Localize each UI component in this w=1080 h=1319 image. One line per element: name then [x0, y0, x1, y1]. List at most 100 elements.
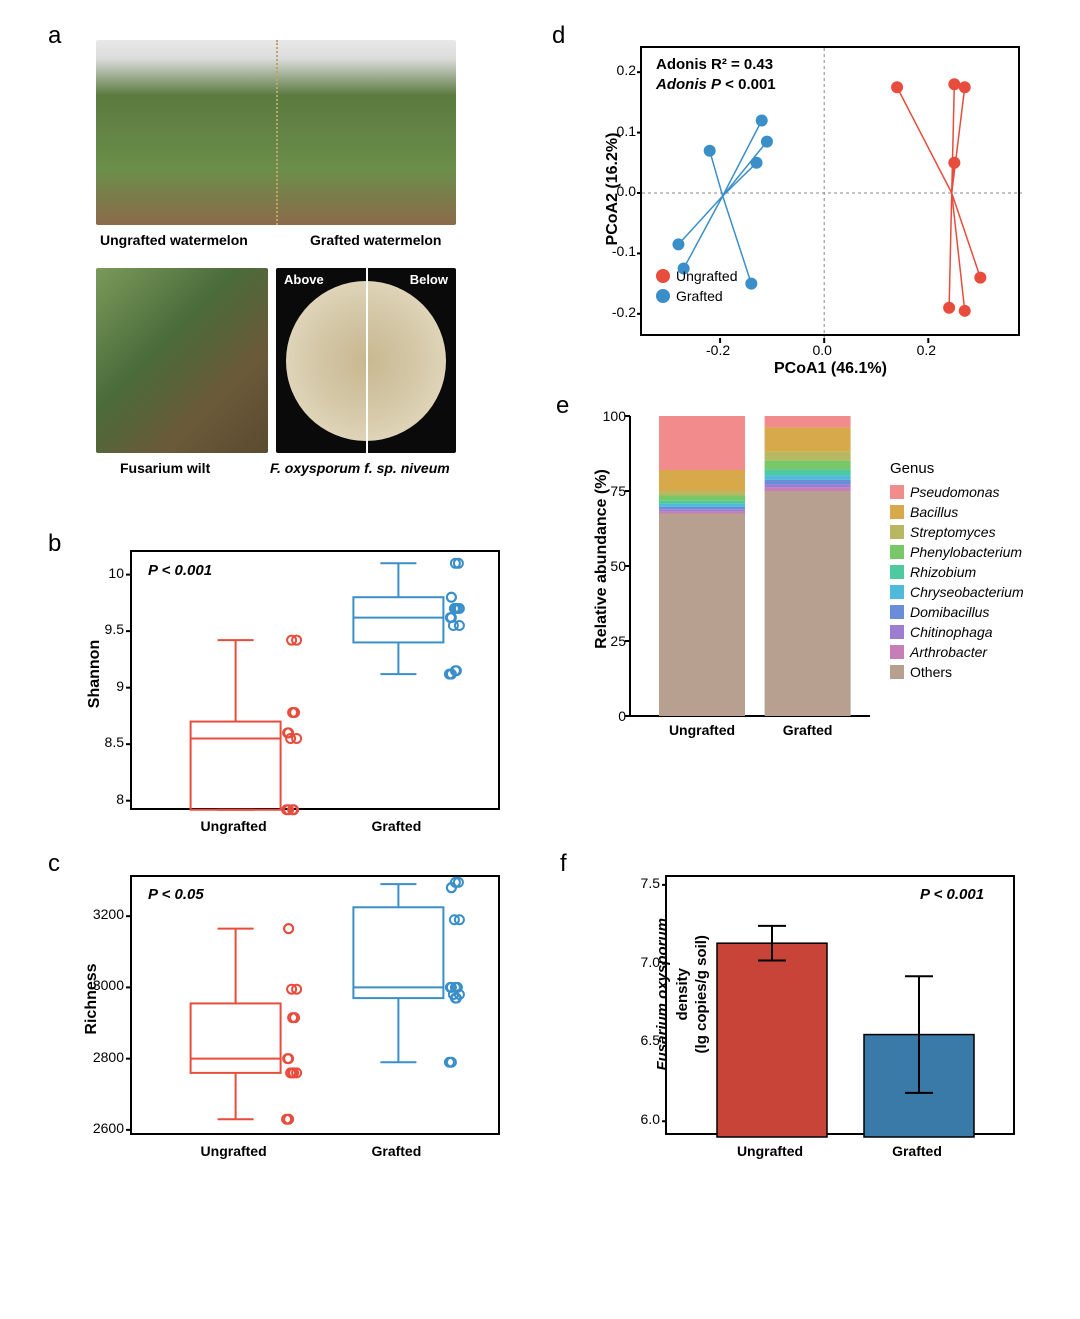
- caption-fon: F. oxysporum f. sp. niveum: [270, 460, 450, 476]
- tick: 7.5: [630, 875, 660, 891]
- tick: 9: [90, 678, 124, 694]
- legend-item: Chitinophaga: [890, 624, 1024, 640]
- shannon-pvalue: P < 0.001: [148, 562, 212, 579]
- tick: 0.0: [602, 183, 636, 199]
- label-above: Above: [284, 272, 324, 287]
- legend-item: Arthrobacter: [890, 644, 1024, 660]
- tick: 0.1: [602, 123, 636, 139]
- tick: Grafted: [877, 1143, 957, 1159]
- legend-swatch: [890, 605, 904, 619]
- richness-svg: [132, 877, 502, 1137]
- legend-dot: [656, 289, 670, 303]
- photo-divider: [276, 40, 278, 225]
- tick: Ungrafted: [730, 1143, 810, 1159]
- legend-swatch: [890, 545, 904, 559]
- pcoa-legend: Ungrafted Grafted: [656, 268, 737, 308]
- genus-legend-title: Genus: [890, 460, 934, 477]
- legend-swatch: [890, 585, 904, 599]
- legend-label: Rhizobium: [910, 564, 976, 580]
- tick: 6.0: [630, 1111, 660, 1127]
- tick: -0.2: [602, 304, 636, 320]
- legend-swatch: [890, 645, 904, 659]
- legend-swatch: [890, 665, 904, 679]
- panel-label-e: e: [556, 392, 569, 420]
- tick: 50: [596, 558, 626, 574]
- tick: 2800: [90, 1049, 124, 1065]
- legend-item: Streptomyces: [890, 524, 1024, 540]
- tick: 0.2: [602, 62, 636, 78]
- shannon-svg: [132, 552, 502, 812]
- legend-swatch: [890, 625, 904, 639]
- density-svg: [667, 877, 1017, 1137]
- legend-item: Domibacillus: [890, 604, 1024, 620]
- legend-label: Chitinophaga: [910, 624, 993, 640]
- tick: Ungrafted: [662, 722, 742, 738]
- density-plot: [665, 875, 1015, 1135]
- legend-item: Rhizobium: [890, 564, 1024, 580]
- panel-label-c: c: [48, 850, 60, 878]
- legend-swatch: [890, 505, 904, 519]
- tick: Grafted: [356, 818, 436, 834]
- photo-petri: Above Below: [276, 268, 456, 453]
- tick: 25: [596, 633, 626, 649]
- tick: 75: [596, 483, 626, 499]
- tick: 8.5: [90, 734, 124, 750]
- richness-pvalue: P < 0.05: [148, 886, 204, 903]
- tick: 3200: [90, 906, 124, 922]
- adonis-p: Adonis P < 0.001: [656, 76, 776, 93]
- legend-dot: [656, 269, 670, 283]
- tick: Grafted: [356, 1143, 436, 1159]
- shannon-ylabel: Shannon: [86, 634, 104, 714]
- tick: 0.0: [802, 342, 842, 358]
- legend-label: Pseudomonas: [910, 484, 1000, 500]
- tick: 0: [596, 708, 626, 724]
- panel-label-b: b: [48, 530, 61, 558]
- tick: Ungrafted: [194, 1143, 274, 1159]
- abundance-plot: [630, 416, 870, 716]
- legend-item: Bacillus: [890, 504, 1024, 520]
- panel-label-f: f: [560, 850, 567, 878]
- legend-item: Others: [890, 664, 1024, 680]
- tick: 6.5: [630, 1032, 660, 1048]
- petri-divider: [366, 268, 368, 453]
- tick: 0.2: [906, 342, 946, 358]
- tick: Ungrafted: [194, 818, 274, 834]
- legend-label: Bacillus: [910, 504, 958, 520]
- richness-plot: [130, 875, 500, 1135]
- pcoa-xlabel: PCoA1 (46.1%): [774, 360, 887, 378]
- density-pvalue: P < 0.001: [920, 886, 984, 903]
- genus-legend: Pseudomonas Bacillus Streptomyces Phenyloba…: [890, 484, 1024, 684]
- abundance-svg: [630, 416, 870, 716]
- richness-ylabel: Richness: [83, 959, 101, 1039]
- shannon-plot: [130, 550, 500, 810]
- legend-label: Streptomyces: [910, 524, 996, 540]
- tick: 100: [596, 408, 626, 424]
- tick: -0.1: [602, 243, 636, 259]
- density-ylabel: Fusarium oxysporum density(lg copies/g s…: [653, 894, 712, 1094]
- caption-wilt: Fusarium wilt: [120, 460, 210, 476]
- tick: -0.2: [698, 342, 738, 358]
- legend-label: Domibacillus: [910, 604, 989, 620]
- legend-label: Grafted: [676, 288, 723, 304]
- legend-item: Chryseobacterium: [890, 584, 1024, 600]
- tick: 3000: [90, 977, 124, 993]
- legend-swatch: [890, 565, 904, 579]
- legend-label: Others: [910, 664, 952, 680]
- tick: 7.0: [630, 954, 660, 970]
- tick: 2600: [90, 1120, 124, 1136]
- legend-label: Arthrobacter: [910, 644, 987, 660]
- legend-label: Ungrafted: [676, 268, 737, 284]
- legend-label: Chryseobacterium: [910, 584, 1024, 600]
- photo-greenhouse: [96, 40, 456, 225]
- tick: 10: [90, 565, 124, 581]
- tick: 9.5: [90, 621, 124, 637]
- legend-item: Phenylobacterium: [890, 544, 1024, 560]
- legend-swatch: [890, 485, 904, 499]
- legend-item: Ungrafted: [656, 268, 737, 284]
- legend-swatch: [890, 525, 904, 539]
- panel-label-d: d: [552, 22, 565, 50]
- caption-grafted: Grafted watermelon: [310, 232, 441, 248]
- adonis-r2: Adonis R² = 0.43: [656, 56, 773, 73]
- label-below: Below: [410, 272, 448, 287]
- tick: 8: [90, 791, 124, 807]
